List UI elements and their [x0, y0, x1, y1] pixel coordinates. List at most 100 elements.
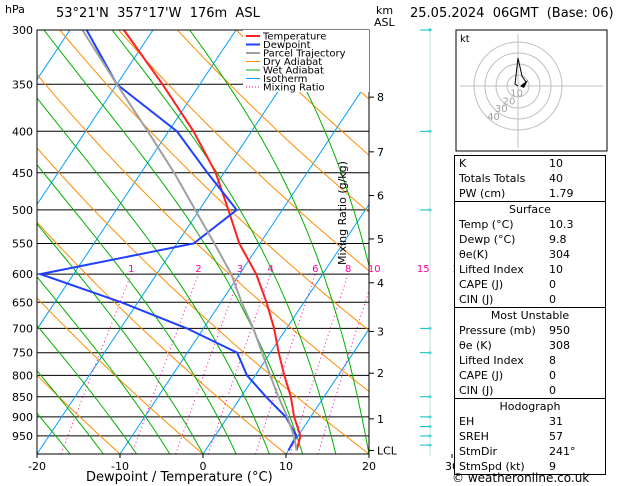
legend-label: Mixing Ratio [263, 83, 325, 94]
pressure-tick-label: 400 [12, 125, 33, 138]
legend-label: Wet Adiabat [263, 66, 324, 77]
hodo-row: StmDir 241° [455, 444, 605, 459]
surface-value: 0 [549, 293, 556, 306]
hodograph-trace [514, 57, 527, 87]
mixing-ratio-label: 2 [195, 264, 201, 275]
unstable-row: Lifted Index 8 [455, 353, 605, 368]
mixing-ratio-label: 3 [237, 264, 243, 275]
hodograph-ring-label: 10 [510, 89, 523, 100]
mixing-ratio-line [289, 273, 349, 454]
x-tick-label: 20 [362, 460, 376, 473]
surface-value: 10.3 [549, 218, 574, 231]
hodograph-unit-label: kt [460, 34, 470, 45]
general-key: K [459, 157, 467, 170]
hodograph-frame [455, 29, 608, 152]
km-tick-label: 5 [377, 233, 384, 246]
km-tick-label: LCL [377, 444, 398, 457]
legend-label: Parcel Trajectory [263, 49, 346, 60]
general-value: 1.79 [549, 187, 574, 200]
dry-adiabat-line [37, 73, 369, 393]
mixing-ratio-label: 1 [128, 264, 134, 275]
copyright: © weatheronline.co.uk [452, 471, 590, 485]
hodo-value: 57 [549, 430, 563, 443]
wet-adiabat-line [37, 97, 270, 454]
unstable-value: 0 [549, 369, 556, 382]
wet-adiabat-line [37, 324, 138, 454]
hodo-row: StmSpd (kt) 9 [455, 459, 605, 474]
mixing-ratio-label: 8 [345, 264, 351, 275]
parcel-trajectory-line [81, 30, 298, 451]
x-axis-label: Dewpoint / Temperature (°C) [86, 470, 273, 485]
pressure-tick-label: 300 [12, 24, 33, 37]
x-tick-label: 10 [279, 460, 293, 473]
general-row: K 10 [455, 156, 605, 171]
pressure-tick-label: 800 [12, 369, 33, 382]
surface-value: 10 [549, 263, 563, 276]
x-tick-label: -10 [111, 460, 129, 473]
hodograph-ring-label: 30 [495, 104, 508, 115]
km-tick-label: 3 [377, 325, 384, 338]
surface-row: Dewp (°C) 9.8 [455, 232, 605, 247]
wet-adiabat-line [37, 276, 171, 454]
mixing-ratio-line [370, 274, 423, 454]
mixing-ratio-line [131, 273, 199, 454]
surface-key: Temp (°C) [459, 218, 514, 231]
unstable-value: 950 [549, 324, 570, 337]
pressure-tick-label: 600 [12, 268, 33, 281]
isotherm-line [202, 203, 369, 454]
isotherm-line [37, 30, 237, 331]
dry-adiabat-line [37, 221, 287, 454]
dry-adiabat-line [37, 147, 369, 454]
pressure-tick-label: 950 [12, 430, 33, 443]
dry-adiabat-line [177, 30, 369, 214]
pressure-tick-label: 900 [12, 411, 33, 424]
unstable-row: CAPE (J) 0 [455, 368, 605, 383]
surface-row: CIN (J) 0 [455, 292, 605, 307]
pressure-tick-label: 500 [12, 204, 33, 217]
mixing-ratio-label: 15 [417, 264, 430, 275]
dewpoint-line [37, 30, 298, 451]
temperature-line [123, 30, 302, 451]
mixing-ratio-line [408, 274, 459, 454]
surface-value: 304 [549, 248, 570, 261]
header-km: km [376, 4, 394, 17]
surface-row: Temp (°C) 10.3 [455, 217, 605, 232]
x-tick-label: -20 [28, 460, 46, 473]
hodograph-ring-label: 20 [503, 96, 516, 107]
km-tick-label: 1 [377, 413, 384, 426]
hodograph-title: Hodograph [455, 398, 605, 414]
header-location: 53°21'N 357°17'W 176m ASL [56, 6, 260, 21]
unstable-row: CIN (J) 0 [455, 383, 605, 398]
unstable-value: 8 [549, 354, 556, 367]
hodograph-ring-label: 40 [487, 112, 500, 123]
dry-adiabat-line [118, 30, 369, 272]
pressure-tick-label: 550 [12, 237, 33, 250]
isotherm-line [37, 30, 71, 81]
general-value: 10 [549, 157, 563, 170]
hodo-value: 241° [549, 445, 576, 458]
surface-row: Lifted Index 10 [455, 262, 605, 277]
pressure-tick-label: 750 [12, 347, 33, 360]
header-asl: ASL [374, 16, 395, 29]
isotherm-line [37, 30, 154, 206]
hodo-key: EH [459, 415, 475, 428]
surface-key: Lifted Index [459, 263, 524, 276]
surface-key: CIN (J) [459, 293, 494, 306]
hodo-row: SREH 57 [455, 429, 605, 444]
surface-row: θe(K) 304 [455, 247, 605, 262]
mixing-ratio-line [175, 273, 241, 454]
legend-label: Temperature [262, 32, 326, 43]
general-value: 40 [549, 172, 563, 185]
unstable-row: θe (K) 308 [455, 338, 605, 353]
wet-adiabat-line [353, 30, 369, 70]
unstable-row: Pressure (mb) 950 [455, 323, 605, 338]
x-tick-label: 0 [200, 460, 207, 473]
general-key: PW (cm) [459, 187, 506, 200]
stats-table: K 10 Totals Totals 40 PW (cm) 1.79 Surface Te… [454, 155, 606, 475]
general-row: PW (cm) 1.79 [455, 186, 605, 201]
surface-key: CAPE (J) [459, 278, 504, 291]
pressure-tick-label: 850 [12, 391, 33, 404]
hodo-row: EH 31 [455, 414, 605, 429]
km-tick-label: 8 [377, 91, 384, 104]
mixing-ratio-label: 6 [312, 264, 318, 275]
